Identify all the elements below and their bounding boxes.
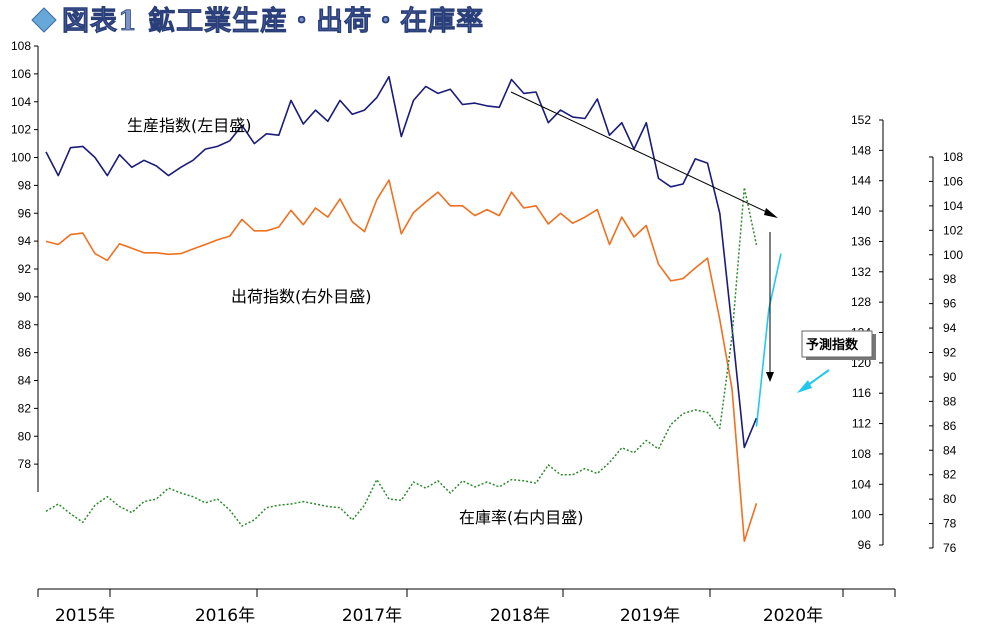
right-inner-tick-label: 78 [943,517,957,531]
diamond-icon [31,7,57,33]
x-tick-label: 2017年 [342,606,402,626]
production-line [45,75,758,449]
right-inner-tick-label: 106 [943,174,963,188]
right-outer-tick-label: 108 [851,447,871,461]
left-tick-label: 100 [11,151,31,165]
left-tick-label: 106 [11,67,31,81]
shipments-line [45,179,758,543]
x-tick-label: 2016年 [195,606,255,626]
right-inner-tick-label: 108 [943,150,963,164]
right-inner-tick-label: 82 [943,468,957,482]
right-outer-tick-label: 144 [851,174,871,188]
trend-arrowhead-vertical [766,372,774,382]
series-group [45,75,782,543]
x-tick-label: 2020年 [763,606,823,626]
left-tick-label: 86 [18,346,32,360]
forecast-callout-box [801,330,873,358]
left-tick-label: 108 [11,39,31,53]
left-tick-label: 84 [18,374,32,388]
trend-arrow-diagonal [510,91,774,216]
right-outer-tick-label: 132 [851,265,871,279]
right-inner-tick-label: 96 [943,297,957,311]
right-outer-tick-label: 100 [851,508,871,522]
right-inner-tick-label: 92 [943,346,957,360]
forecast-callout-label: 予測指数 [806,337,859,353]
forecast-callout-arrowhead [797,380,812,393]
right-inner-tick-label: 94 [943,321,957,335]
axes: 78 80 82 84 86 88 90 92 94 96 98 100 102 104 106 108 96 1… [11,39,963,626]
inventory-annotation: 在庫率(右内目盛) [459,508,584,527]
right-inner-tick-label: 104 [943,199,963,213]
production-annotation: 生産指数(左目盛) [127,116,252,135]
left-tick-label: 90 [18,290,32,304]
right-inner-tick-label: 98 [943,272,957,286]
right-inner-tick-label: 86 [943,419,957,433]
x-tick-label: 2015年 [55,606,115,626]
right-outer-tick-label: 148 [851,143,871,157]
right-inner-tick-label: 100 [943,248,963,262]
left-tick-label: 102 [11,123,31,137]
right-outer-tick-label: 104 [851,477,871,491]
forecast-line [755,253,782,427]
right-inner-tick-label: 84 [943,443,957,457]
right-inner-tick-label: 102 [943,223,963,237]
right-outer-tick-label: 96 [858,538,872,552]
right-inner-tick-label: 76 [943,541,957,555]
left-tick-label: 78 [18,457,32,471]
left-tick-label: 104 [11,95,31,109]
right-outer-tick-label: 116 [852,386,871,400]
x-tick-label: 2018年 [490,606,550,626]
shipments-annotation: 出荷指数(右外目盛) [231,287,372,306]
left-tick-label: 80 [18,429,32,443]
left-tick-label: 88 [18,318,32,332]
left-tick-label: 98 [18,178,32,192]
right-outer-tick-label: 112 [852,417,871,431]
right-outer-tick-label: 128 [851,295,871,309]
left-tick-label: 94 [18,234,32,248]
right-inner-tick-label: 90 [943,370,957,384]
right-inner-tick-label: 88 [943,394,957,408]
inventory-line [45,186,758,527]
right-outer-tick-label: 140 [851,204,871,218]
right-inner-tick-label: 80 [943,492,957,506]
right-outer-tick-label: 152 [851,113,871,127]
x-tick-label: 2019年 [620,606,680,626]
trend-arrowhead-diagonal [764,208,778,218]
left-tick-label: 92 [18,262,32,276]
left-tick-label: 96 [18,206,32,220]
chart-title: 図表1 鉱工業生産・出荷・在庫率 [62,5,484,37]
right-outer-tick-label: 136 [851,234,871,248]
left-tick-label: 82 [18,401,32,415]
